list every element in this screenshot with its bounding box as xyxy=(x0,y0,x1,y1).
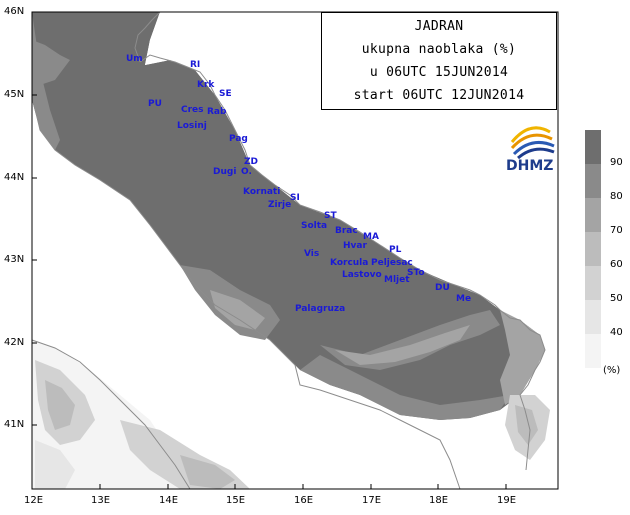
lon-ticks xyxy=(31,484,507,489)
legend-swatch xyxy=(585,164,601,198)
place-sto: STo xyxy=(407,268,425,278)
place-um: Um xyxy=(126,54,143,64)
legend-label-90: 90 xyxy=(610,157,623,168)
place-mljet: Mljet xyxy=(384,275,410,285)
legend-swatch xyxy=(585,130,601,164)
place-korcula: Korcula xyxy=(330,258,369,268)
place-peljesac: Peljesac xyxy=(371,258,413,268)
place-dugi: Dugi xyxy=(213,167,237,177)
cloud-field-gargano-inner xyxy=(210,290,265,330)
lat-label-46n: 46N xyxy=(4,6,25,17)
lat-ticks xyxy=(32,11,37,426)
place-zirje: Zirje xyxy=(268,200,292,210)
coastline-east xyxy=(139,54,546,471)
lon-label-16e: 16E xyxy=(294,495,314,506)
dhmz-logo-icon xyxy=(510,126,555,160)
lon-label-13e: 13E xyxy=(91,495,111,506)
legend-swatch xyxy=(585,266,601,300)
legend-label-40: 40 xyxy=(610,327,623,338)
title-line-region: JADRAN xyxy=(414,19,464,34)
lat-label-41n: 41N xyxy=(4,419,25,430)
place-si: SI xyxy=(290,193,300,203)
place-rab: Rab xyxy=(207,107,227,117)
coastline-italy xyxy=(31,94,461,490)
place-vis: Vis xyxy=(304,249,320,259)
place-se: SE xyxy=(219,89,232,99)
legend-swatch xyxy=(585,198,601,232)
place-cres: Cres xyxy=(181,105,204,115)
lon-label-17e: 17E xyxy=(362,495,382,506)
legend-swatch xyxy=(585,334,601,368)
legend-swatch xyxy=(585,300,601,334)
cloud-south-italy-2 xyxy=(45,380,75,430)
legend-unit: (%) xyxy=(603,365,621,376)
place-brac: Brac xyxy=(335,226,358,236)
legend-label-80: 80 xyxy=(610,191,623,202)
place-o: O. xyxy=(241,167,252,177)
land-north-italy xyxy=(32,40,70,85)
cloud-albania-inland-2 xyxy=(515,405,538,445)
place-du: DU xyxy=(435,283,450,293)
place-me: Me xyxy=(456,294,472,304)
cloud-south-italy-4 xyxy=(180,455,235,489)
coastline-gulf xyxy=(134,11,161,63)
cloud-south-italy-5 xyxy=(35,440,75,489)
lat-label-45n: 45N xyxy=(4,89,25,100)
legend-colorbar: 90 80 70 60 50 40 xyxy=(585,130,623,368)
place-losinj: Losinj xyxy=(177,121,207,131)
legend-label-60: 60 xyxy=(610,259,623,270)
cloud-field-south-3 xyxy=(335,325,470,365)
cloud-field-south-1 xyxy=(300,355,510,420)
place-hvar: Hvar xyxy=(343,241,367,251)
lat-label-42n: 42N xyxy=(4,337,25,348)
place-palagruza: Palagruza xyxy=(295,304,346,314)
lon-label-19e: 19E xyxy=(497,495,517,506)
lon-label-12e: 12E xyxy=(24,495,44,506)
title-line-variable: ukupna naoblaka (%) xyxy=(361,42,517,57)
lat-label-43n: 43N xyxy=(4,254,25,265)
cloud-field-albania xyxy=(500,310,545,405)
cloud-field-main xyxy=(32,12,545,420)
cloud-field-italy-north xyxy=(32,12,60,150)
place-pl: PL xyxy=(389,245,402,255)
place-st: ST xyxy=(324,211,337,221)
title-line-valid-time: u 06UTC 15JUN2014 xyxy=(369,65,509,80)
place-pu: PU xyxy=(148,99,162,109)
place-ri: RI xyxy=(190,60,201,70)
place-zd: ZD xyxy=(244,157,258,167)
place-ma: MA xyxy=(363,232,379,242)
legend-label-70: 70 xyxy=(610,225,623,236)
title-line-start-time: start 06UTC 12JUN2014 xyxy=(353,88,525,103)
title-box: JADRAN ukupna naoblaka (%) u 06UTC 15JUN… xyxy=(321,12,557,110)
place-pag: Pag xyxy=(229,134,248,144)
lat-label-44n: 44N xyxy=(4,172,25,183)
place-solta: Solta xyxy=(301,221,328,231)
place-krk: Krk xyxy=(197,80,215,90)
lon-label-18e: 18E xyxy=(429,495,449,506)
legend-swatch xyxy=(585,232,601,266)
dhmz-logo-text: DHMZ xyxy=(506,158,554,174)
lon-label-15e: 15E xyxy=(226,495,246,506)
coastline-italy-south xyxy=(31,339,191,490)
place-lastovo: Lastovo xyxy=(342,270,382,280)
legend-label-50: 50 xyxy=(610,293,623,304)
plot-frame xyxy=(31,11,559,490)
lon-label-14e: 14E xyxy=(159,495,179,506)
place-kornati: Kornati xyxy=(243,187,281,197)
